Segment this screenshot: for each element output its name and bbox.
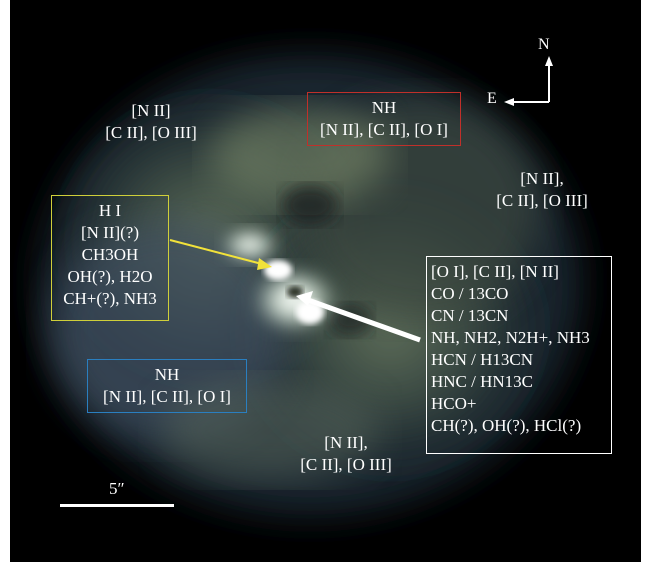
nebula-image-frame: N E [N II] [C II], [O III] [N II], [C II… [10,0,641,562]
white-box-line3: CN / 13CN [431,306,509,325]
yellow-pointer-arrow [169,239,421,343]
yellow-box-line4: OH(?), H2O [67,267,153,286]
blue-box-line1: NH [154,365,180,384]
label-top-left-line1: [N II] [131,101,171,120]
label-right-mid-line1: [N II], [520,169,564,188]
red-box-line2: [N II], [C II], [O I] [320,120,448,139]
white-box-line8: CH(?), OH(?), HCl(?) [431,416,582,435]
yellow-box-line5: CH+(?), NH3 [63,289,157,308]
blue-box: NH [N II], [C II], [O I] [87,359,247,413]
compass-arrows-icon [504,56,553,106]
white-box: [O I], [C II], [N II] CO / 13CO CN / 13C… [426,256,612,454]
white-box-line7: HCO+ [431,394,477,413]
label-top-left-line2: [C II], [O III] [105,123,197,142]
label-bottom-center-line2: [C II], [O III] [300,455,392,474]
label-top-left: [N II] [C II], [O III] [86,100,216,144]
scale-bar-label: 5″ [109,479,125,498]
label-bottom-center: [N II], [C II], [O III] [281,432,411,476]
yellow-box-line3: CH3OH [81,245,139,264]
red-box-line1: NH [371,98,397,117]
white-box-line5: HCN / H13CN [431,350,534,369]
nebula-image [40,55,580,515]
scale-bar [60,504,174,507]
white-box-line4: NH, NH2, N2H+, NH3 [431,328,590,347]
red-box: NH [N II], [C II], [O I] [307,92,461,146]
yellow-box: H I [N II](?) CH3OH OH(?), H2O CH+(?), N… [51,195,169,321]
compass-east-label: E [487,90,497,107]
label-right-mid-line2: [C II], [O III] [496,191,588,210]
yellow-box-line1: H I [98,201,122,220]
white-box-line6: HNC / HN13C [431,372,534,391]
white-box-line2: CO / 13CO [431,284,509,303]
white-box-line1: [O I], [C II], [N II] [431,262,559,281]
blue-box-line2: [N II], [C II], [O I] [103,387,231,406]
label-bottom-center-line1: [N II], [324,433,368,452]
yellow-box-line2: [N II](?) [80,223,140,242]
compass-north-label: N [538,36,550,53]
label-right-mid: [N II], [C II], [O III] [477,168,607,212]
